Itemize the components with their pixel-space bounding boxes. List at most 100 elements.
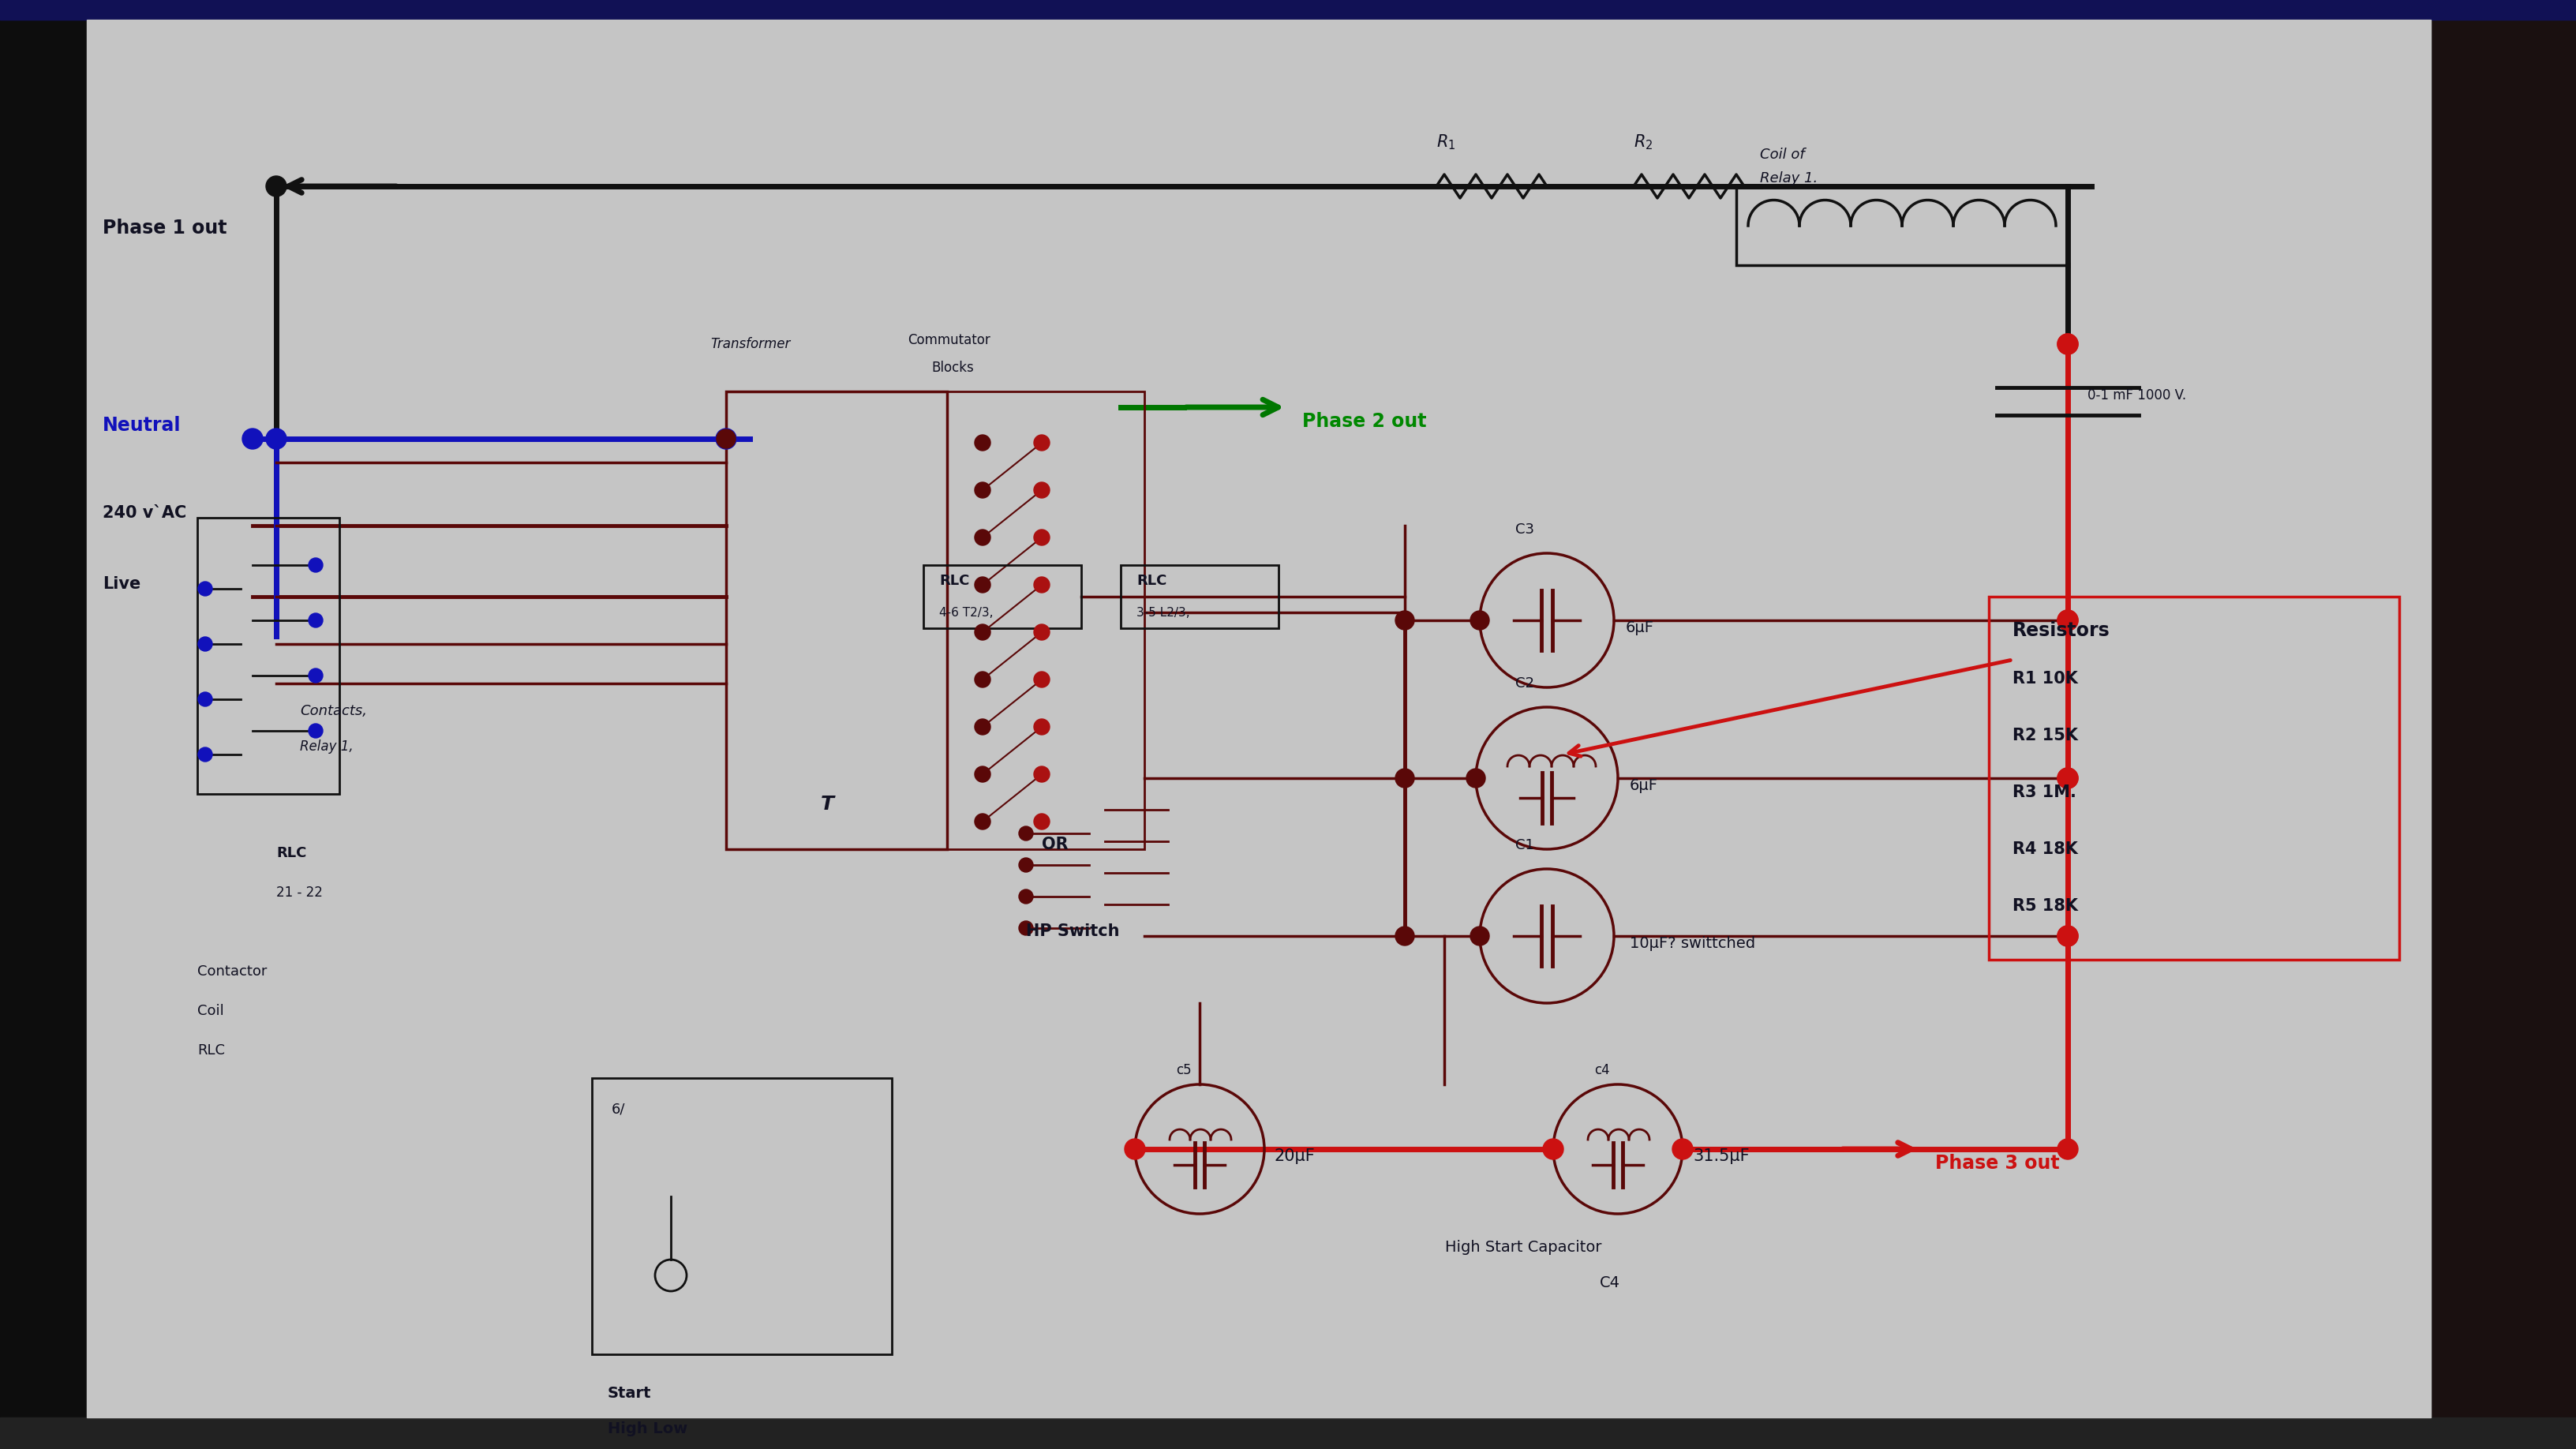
Text: 6μF: 6μF [1631,778,1659,793]
Circle shape [1033,577,1048,593]
Bar [0,1417,2576,1449]
Circle shape [2058,1139,2079,1159]
Circle shape [2058,926,2079,946]
Circle shape [1033,483,1048,498]
Circle shape [716,429,737,448]
Text: C1: C1 [1515,838,1535,852]
Circle shape [2058,610,2079,630]
Text: High Low: High Low [608,1421,688,1436]
Text: Phase 3 out: Phase 3 out [1935,1153,2061,1172]
Bar [1736,187,2069,265]
Text: $R_2$: $R_2$ [1633,133,1654,151]
Text: RLC: RLC [198,1043,224,1058]
Text: $R_1$: $R_1$ [1437,133,1455,151]
Text: C2: C2 [1515,677,1535,691]
Text: C3: C3 [1515,523,1535,536]
Text: Blocks: Blocks [933,361,974,375]
Text: Contactor: Contactor [198,965,268,978]
Circle shape [198,638,211,651]
Text: Start: Start [608,1385,652,1401]
Circle shape [1543,1139,1564,1159]
Text: c4: c4 [1595,1064,1610,1077]
Text: RLC: RLC [1136,574,1167,588]
Text: 6μF: 6μF [1625,620,1654,635]
Text: 240 v`AC: 240 v`AC [103,506,185,520]
Circle shape [974,577,989,593]
Circle shape [2058,333,2079,355]
Text: 20μF: 20μF [1275,1148,1316,1164]
Circle shape [1033,529,1048,545]
Circle shape [1396,769,1414,788]
Text: 3-5 L2/3,: 3-5 L2/3, [1136,607,1190,619]
Bar [592,1078,891,1355]
Text: Resistors: Resistors [2012,622,2110,640]
Bar [726,391,948,849]
Text: Live: Live [103,577,142,591]
Circle shape [2058,768,2079,788]
Bar [0,0,88,1449]
Text: High Start Capacitor: High Start Capacitor [1445,1240,1602,1255]
Circle shape [1471,926,1489,946]
Circle shape [974,483,989,498]
Text: C4: C4 [1600,1275,1620,1291]
Circle shape [716,429,737,449]
Circle shape [309,668,322,682]
Circle shape [974,625,989,640]
Circle shape [2058,333,2079,355]
Circle shape [242,429,263,449]
Text: 31.5μF: 31.5μF [1692,1148,1749,1164]
Text: Commutator: Commutator [907,333,989,348]
Text: RLC: RLC [940,574,969,588]
Circle shape [1672,1139,1692,1159]
Circle shape [1033,814,1048,829]
Text: 21 - 22: 21 - 22 [276,885,322,900]
Circle shape [974,529,989,545]
Text: R2 15K: R2 15K [2012,727,2079,743]
Circle shape [198,581,211,596]
Circle shape [309,558,322,572]
Circle shape [1033,435,1048,451]
Text: c5: c5 [1175,1064,1193,1077]
Circle shape [1471,611,1489,630]
Circle shape [198,748,211,762]
Text: RLC: RLC [276,846,307,861]
Bar [198,517,340,794]
Circle shape [2058,768,2079,788]
Bar [1121,565,1278,629]
Bar [922,565,1082,629]
Text: R3 1M.: R3 1M. [2012,784,2076,800]
Text: R1 10K: R1 10K [2012,671,2079,687]
Circle shape [974,814,989,829]
Text: Phase 1 out: Phase 1 out [103,219,227,238]
Bar [2432,0,2576,1449]
Circle shape [1033,625,1048,640]
Circle shape [2058,926,2079,946]
Text: Neutral: Neutral [103,416,180,435]
Circle shape [974,767,989,782]
Circle shape [1020,922,1033,935]
Circle shape [974,435,989,451]
Text: Coil: Coil [198,1004,224,1019]
Text: Transformer: Transformer [711,338,791,351]
Circle shape [1033,719,1048,735]
Bar [0,0,2576,20]
Bar [1989,597,2398,959]
Text: OR: OR [1041,836,1069,852]
Circle shape [1033,672,1048,687]
Circle shape [198,693,211,706]
Text: R4 18K: R4 18K [2012,842,2079,858]
Circle shape [309,723,322,738]
Circle shape [1020,858,1033,872]
Text: Phase 2 out: Phase 2 out [1303,412,1427,430]
Text: Relay 1.: Relay 1. [1759,171,1819,185]
Circle shape [1126,1139,1146,1159]
Text: HP Switch: HP Switch [1025,923,1121,939]
Circle shape [1033,767,1048,782]
Circle shape [1396,611,1414,630]
Circle shape [265,175,286,197]
Text: Contacts,: Contacts, [299,704,366,719]
Text: 4-6 T2/3,: 4-6 T2/3, [940,607,994,619]
Circle shape [1466,769,1486,788]
Circle shape [265,429,286,449]
Circle shape [1020,890,1033,904]
